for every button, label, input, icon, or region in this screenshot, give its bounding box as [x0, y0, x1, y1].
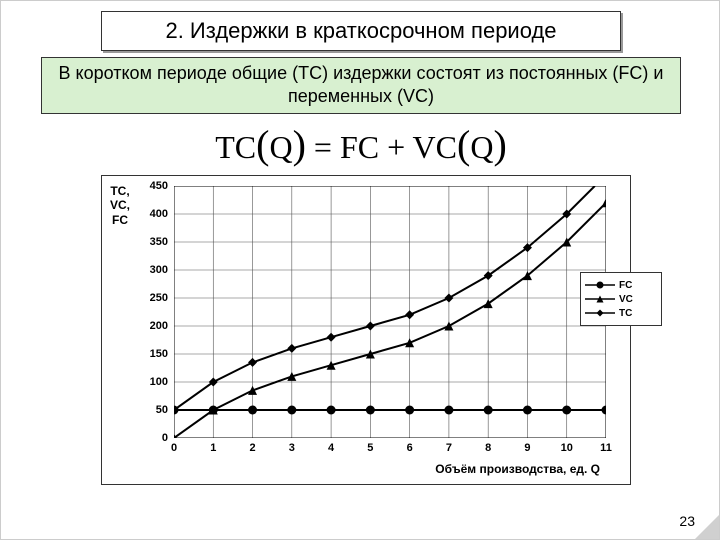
xtick-label: 5 [367, 442, 373, 454]
ytick-label: 300 [140, 264, 168, 276]
formula: TC(Q) = FC + VC(Q) [1, 121, 720, 168]
xtick-label: 11 [600, 442, 612, 454]
page-number: 23 [679, 513, 695, 529]
ytick-label: 200 [140, 320, 168, 332]
ytick-label: 400 [140, 208, 168, 220]
xtick-label: 7 [446, 442, 452, 454]
f-eq: = [314, 129, 332, 165]
legend-label: VC [619, 294, 633, 305]
ytick-label: 250 [140, 292, 168, 304]
ytick-label: 50 [140, 404, 168, 416]
xtick-label: 9 [524, 442, 530, 454]
legend-label: FC [619, 280, 632, 291]
legend-row: VC [585, 293, 657, 305]
legend-row: FC [585, 279, 657, 291]
title-box: 2. Издержки в краткосрочном периоде [101, 11, 621, 51]
ytick-label: 350 [140, 236, 168, 248]
legend-label: TC [619, 308, 632, 319]
legend-row: TC [585, 307, 657, 319]
f-plus: + [387, 129, 405, 165]
chart-ylabel: TC, VC, FC [110, 184, 130, 227]
ytick-label: 0 [140, 432, 168, 444]
ytick-label: 100 [140, 376, 168, 388]
f-q1: Q [269, 129, 292, 165]
xtick-label: 0 [171, 442, 177, 454]
xtick-label: 3 [289, 442, 295, 454]
subtitle-box: В коротком периоде общие (ТС) издержки с… [41, 57, 681, 114]
xtick-label: 2 [249, 442, 255, 454]
page-corner-fold [695, 515, 719, 539]
subtitle-text: В коротком периоде общие (ТС) издержки с… [59, 63, 664, 106]
ytick-label: 450 [140, 180, 168, 192]
plot-area: FCVCTC [174, 186, 606, 438]
f-q2: Q [470, 129, 493, 165]
xtick-label: 6 [407, 442, 413, 454]
title-text: 2. Издержки в краткосрочном периоде [165, 18, 556, 43]
xtick-label: 4 [328, 442, 334, 454]
f-fc: FC [340, 129, 379, 165]
chart-xlabel: Объём производства, ед. Q [435, 462, 600, 476]
f-vc: VC [413, 129, 457, 165]
xtick-label: 1 [210, 442, 216, 454]
ytick-label: 150 [140, 348, 168, 360]
legend-box: FC VC TC [580, 272, 662, 326]
xtick-label: 8 [485, 442, 491, 454]
plot-svg [174, 186, 606, 438]
xtick-label: 10 [561, 442, 573, 454]
f-tc: TC [215, 129, 256, 165]
chart-frame: TC, VC, FC FCVCTC Объём производства, ед… [101, 175, 631, 485]
